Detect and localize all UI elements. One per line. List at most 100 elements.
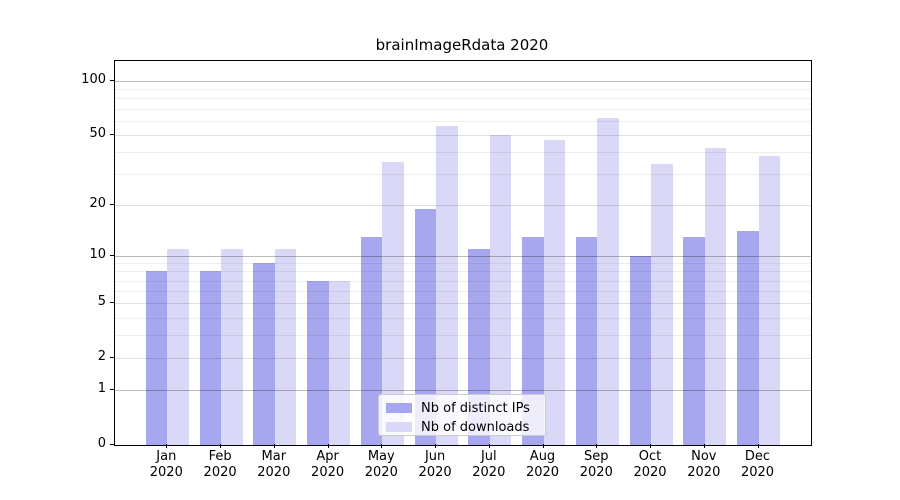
x-tick-mark-nov [703,444,705,448]
bar-downloads-feb [221,248,243,445]
y-tick-mark-1 [110,388,114,390]
x-tick-month: Feb [208,449,232,464]
x-tick-mark-feb [220,444,222,448]
y-tick-label-2: 2 [97,349,106,364]
x-tick-year: 2020 [579,465,613,480]
bar-downloads-mar [274,248,297,445]
gridline-5 [115,303,811,305]
x-tick-mark-dec [757,444,759,448]
x-tick-label-jul: Jul 2020 [457,449,521,481]
gridline-30 [115,174,811,175]
y-tick-label-100: 100 [81,71,106,87]
x-tick-year: 2020 [203,465,237,480]
x-tick-year: 2020 [740,465,775,480]
gridline-6 [115,291,811,293]
x-tick-mark-jan [166,444,168,448]
y-tick-label-0: 0 [97,435,106,451]
x-tick-mark-oct [650,444,651,448]
y-tick-mark-5 [110,302,114,304]
x-tick-month: Apr [316,449,339,464]
x-tick-label-mar: Mar 2020 [242,449,306,481]
x-tick-label-nov: Nov 2020 [672,449,736,481]
bar-distinct-ips-apr [307,280,329,445]
x-tick-month: Jan [156,449,177,464]
x-tick-year: 2020 [149,465,183,480]
bar-downloads-jan [167,248,189,445]
x-tick-label-jan: Jan 2020 [134,449,198,481]
x-tick-mark-aug [542,444,544,448]
x-tick-year: 2020 [472,465,506,480]
bar-distinct-ips-may [360,236,383,445]
legend: Nb of distinct IPs Nb of downloads [378,394,546,436]
x-tick-month: Jul [480,449,497,464]
gridline-50 [115,134,811,136]
legend-label-distinct-ips: Nb of distinct IPs [421,400,530,416]
x-tick-label-oct: Oct 2020 [618,449,682,481]
x-tick-label-aug: Aug 2020 [511,449,575,481]
bar-distinct-ips-oct [629,255,651,445]
bar-downloads-dec [758,155,780,445]
gridline-20 [115,204,811,206]
plot-area [114,60,812,446]
gridline-2 [115,358,811,359]
legend-row-distinct-ips: Nb of distinct IPs [386,400,537,416]
y-tick-label-10: 10 [89,246,106,262]
x-tick-label-dec: Dec 2020 [726,449,790,481]
x-tick-label-may: May 2020 [349,449,413,481]
bar-distinct-ips-jun [414,208,437,445]
y-tick-mark-0 [110,443,114,445]
bar-distinct-ips-dec [737,231,759,445]
x-tick-month: Oct [638,449,662,464]
y-tick-mark-20 [110,203,114,205]
x-tick-month: Mar [261,449,287,464]
gridline-4 [115,317,811,319]
x-tick-label-sep: Sep 2020 [564,449,628,481]
bar-distinct-ips-aug [522,236,544,445]
x-tick-mark-jun [435,444,437,448]
chart-title: brainImageRdata 2020 [375,36,549,54]
y-tick-label-5: 5 [97,294,106,310]
x-tick-month: Aug [529,449,556,464]
bar-downloads-oct [651,164,673,445]
bar-downloads-jun [436,126,458,445]
x-tick-year: 2020 [311,465,345,480]
x-tick-year: 2020 [257,465,291,480]
bar-distinct-ips-feb [199,271,221,445]
x-tick-mark-may [381,444,383,448]
bar-downloads-jul [489,134,512,445]
y-tick-label-50: 50 [89,125,106,141]
gridline-3 [115,335,811,337]
gridline-10 [115,255,811,257]
y-tick-mark-2 [110,357,114,358]
legend-swatch-distinct-ips-icon [386,403,412,413]
gridline-90 [115,89,811,91]
y-tick-label-1: 1 [97,380,106,396]
x-tick-mark-apr [327,444,329,448]
gridline-100 [115,80,811,82]
x-tick-month: Sep [584,449,609,464]
x-tick-year: 2020 [687,465,721,480]
x-tick-month: Dec [744,449,771,464]
bar-downloads-sep [597,118,619,445]
bar-downloads-aug [543,139,566,445]
x-tick-label-jun: Jun 2020 [403,449,467,481]
legend-swatch-downloads-icon [386,422,412,432]
legend-label-downloads: Nb of downloads [421,419,530,435]
x-tick-mark-jul [488,444,490,448]
x-tick-year: 2020 [418,465,452,480]
x-tick-mark-sep [596,444,598,448]
x-tick-year: 2020 [633,465,667,480]
gridline-40 [115,151,811,153]
x-tick-month: Nov [691,449,717,464]
gridline-80 [115,98,811,100]
gridline-9 [115,263,811,265]
x-tick-year: 2020 [525,465,560,480]
gridline-60 [115,120,811,122]
bar-downloads-nov [704,148,727,445]
x-tick-month: May [367,449,395,464]
y-tick-mark-10 [110,254,114,256]
y-tick-label-20: 20 [89,195,106,211]
x-tick-year: 2020 [364,465,398,480]
y-tick-mark-50 [110,133,114,135]
